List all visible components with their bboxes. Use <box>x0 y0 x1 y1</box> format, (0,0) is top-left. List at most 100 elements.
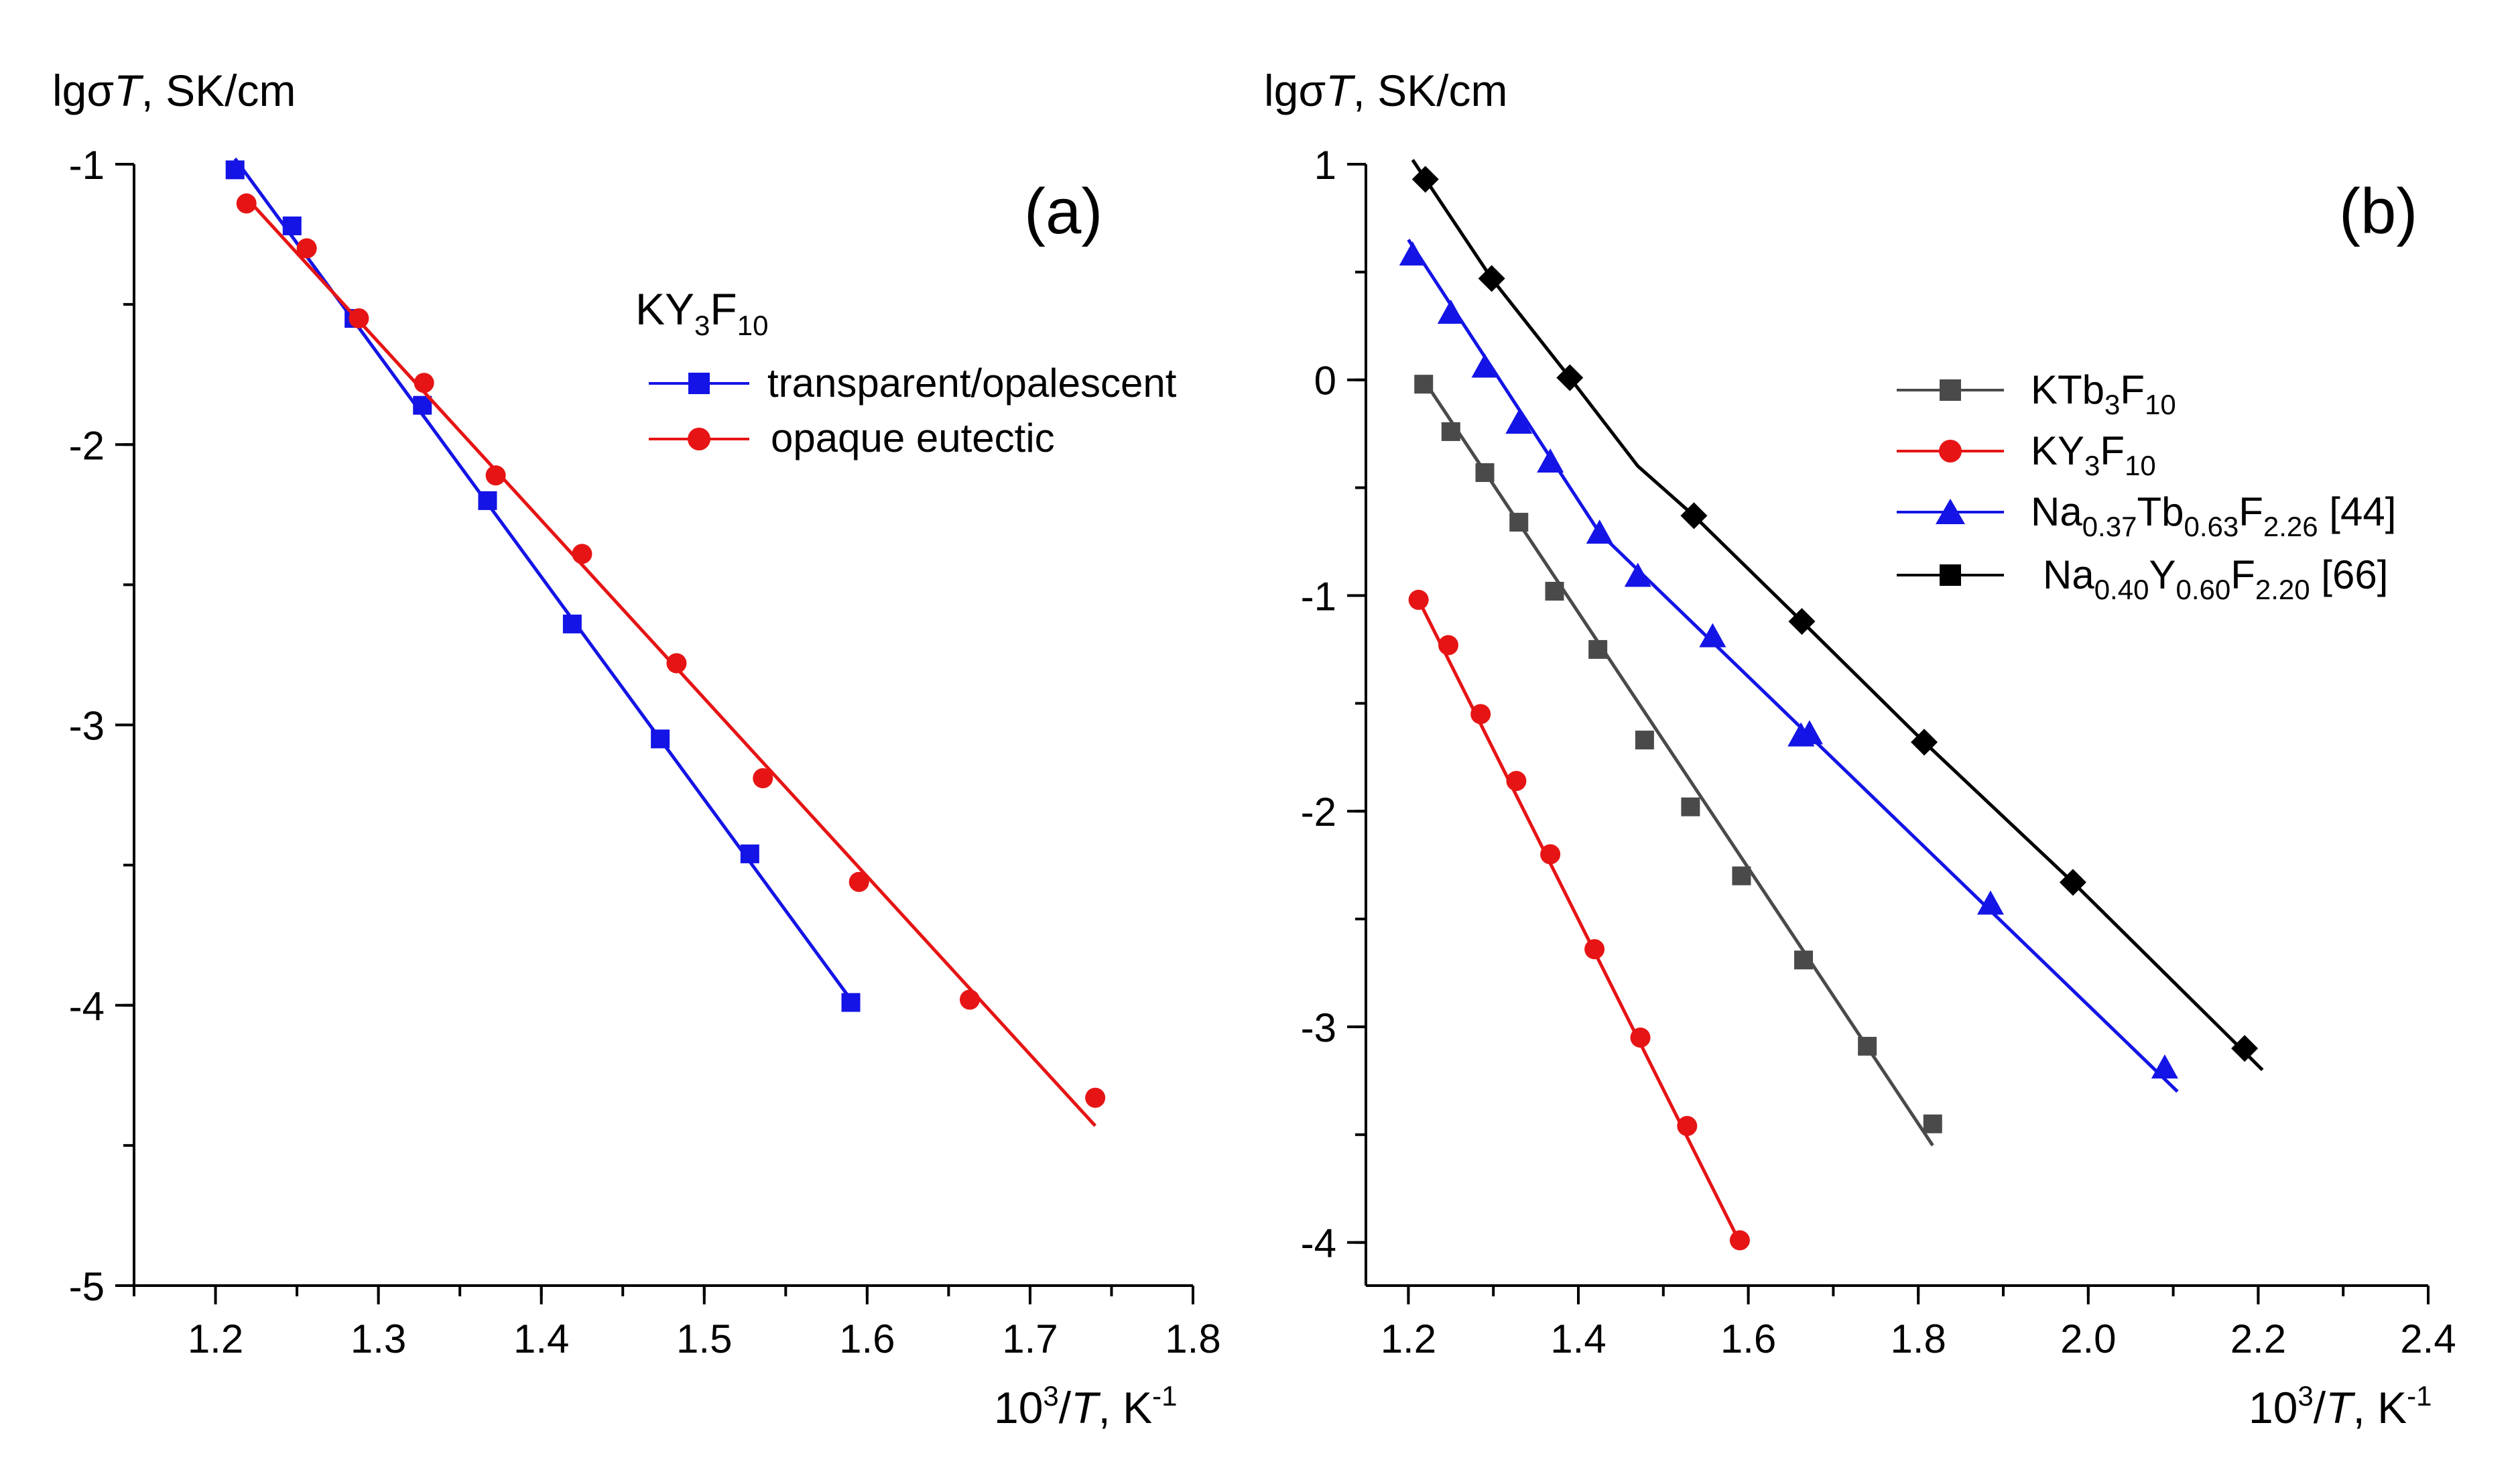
chart-a-legend-label-opaque: opaque eutectic <box>771 416 1055 460</box>
chart-a-series-1-point <box>1085 1087 1106 1108</box>
chart-b-series-2-point <box>1796 720 1823 745</box>
chart-b-series-1-point <box>1506 771 1527 792</box>
chart-a-legend-label-transparent: transparent/opalescent <box>767 361 1177 406</box>
chart-b-y-tick-label: -4 <box>1301 1221 1336 1266</box>
chart-a-y-tick-label: -1 <box>69 143 105 188</box>
chart-b-series-1-point <box>1584 939 1605 960</box>
chart-b-plot-area <box>1399 159 2264 1251</box>
chart-a-y-tick-label: -2 <box>69 423 105 468</box>
chart-b-series-0-point <box>1635 731 1654 750</box>
chart-a-series-0-point <box>651 729 670 749</box>
chart-b-series-2-point <box>1399 241 1426 266</box>
chart-b-series-1-point <box>1470 704 1491 725</box>
chart-b-series-0-line <box>1422 379 1934 1147</box>
chart-b-series-0-point <box>1588 639 1608 659</box>
chart-a-series-1-point <box>666 653 687 674</box>
chart-b-panel-label: (b) <box>2339 176 2417 247</box>
chart-b-y-tick-label: -2 <box>1301 790 1336 835</box>
chart-a-series-1-point <box>485 465 506 486</box>
chart-a-series-1-point <box>848 871 869 892</box>
chart-b-x-ticks: 1.2 1.4 1.6 1.8 2.0 2.2 2.4 <box>1381 1286 2456 1361</box>
chart-a-series-0-point <box>282 217 302 236</box>
chart-b-series-3-line <box>1411 159 2264 1072</box>
chart-a-series-0-point <box>562 614 582 633</box>
chart-b-series-3-point <box>1411 166 1439 193</box>
chart-a-series-0-point <box>841 993 861 1012</box>
chart-b-series-2-point <box>1699 623 1726 647</box>
chart-a-x-tick-label: 1.7 <box>1002 1316 1058 1361</box>
chart-b-series-0-point <box>1923 1114 1942 1133</box>
chart-a-series-1-point <box>572 544 592 564</box>
chart-b: lgσT, SK/cm 1.2 1.4 1.6 1.8 2.0 2.2 2.4 1 0 -1 -2… <box>1264 66 2456 1432</box>
chart-a-plot-area <box>225 158 1106 1127</box>
chart-a-y-tick-label: -3 <box>69 704 105 749</box>
chart-a-series-1-point <box>414 373 434 393</box>
chart-a-series-1-point <box>296 238 317 259</box>
chart-b-series-1-point <box>1729 1230 1750 1251</box>
chart-a-y-tick-label: -5 <box>69 1264 105 1309</box>
chart-b-x-tick-label: 1.4 <box>1550 1316 1606 1361</box>
chart-b-x-tick-label: 1.2 <box>1381 1316 1436 1361</box>
chart-a-legend: KY3F10 transparent/opalescent opaque eut… <box>635 284 1177 460</box>
chart-a-panel-label: (a) <box>1024 176 1102 247</box>
chart-a-series-1-point <box>959 989 980 1010</box>
chart-b-series-2-point <box>1471 353 1499 378</box>
chart-b-legend: KTb3F10 KY3F10 Na0.37Tb0.63F2.26 [44] Na… <box>1897 367 2396 605</box>
chart-a-series-1-point <box>236 193 257 214</box>
chart-b-y-tick-label: 0 <box>1314 359 1336 404</box>
chart-a-x-ticks: 1.2 1.3 1.4 1.5 1.6 1.7 1.8 <box>133 1286 1221 1361</box>
chart-b-series-0-point <box>1475 463 1495 483</box>
chart-b-y-tick-label: -1 <box>1301 574 1336 619</box>
chart-b-series-2-point <box>1586 519 1613 544</box>
chart-b-series-3-point <box>2231 1035 2259 1062</box>
chart-b-series-2-point <box>1505 410 1533 434</box>
chart-b-series-0-point <box>1414 375 1434 394</box>
chart-a-series-0-point <box>478 491 497 510</box>
chart-b-legend-marker-ktb <box>1940 379 1961 401</box>
chart-b-series-0-point <box>1858 1036 1877 1056</box>
chart-b-series-3-point <box>1911 729 1938 756</box>
chart-a-x-tick-label: 1.8 <box>1165 1316 1220 1361</box>
chart-a-x-tick-label: 1.3 <box>351 1316 406 1361</box>
chart-b-series-0-point <box>1509 513 1529 532</box>
chart-b-series-1-point <box>1408 589 1429 610</box>
chart-b-series-2-point <box>1437 299 1464 324</box>
chart-a-x-tick-label: 1.2 <box>188 1316 243 1361</box>
chart-b-series-0-point <box>1732 866 1751 885</box>
chart-b-series-1-point <box>1438 635 1458 656</box>
chart-b-y-ticks: 1 0 -1 -2 -3 -4 <box>1301 143 1366 1266</box>
chart-b-x-tick-label: 2.2 <box>2230 1316 2286 1361</box>
chart-b-x-tick-label: 2.4 <box>2400 1316 2456 1361</box>
chart-a: lgσT, SK/cm 1.2 1.3 1.4 1.5 1.6 1.7 1.8 -1 -2 -3… <box>52 66 1221 1432</box>
chart-b-y-tick-label: -3 <box>1301 1005 1336 1050</box>
chart-a-series-1-point <box>349 308 369 329</box>
chart-a-legend-title: KY3F10 <box>635 284 768 341</box>
chart-b-series-0-point <box>1441 422 1460 441</box>
chart-b-series-3-point <box>1680 502 1708 530</box>
chart-b-legend-label-ktb: KTb3F10 <box>2031 367 2176 420</box>
chart-b-series-0-point <box>1681 797 1700 816</box>
chart-b-series-2-point <box>1537 448 1564 473</box>
chart-b-ylabel: lgσT, SK/cm <box>1264 66 1507 115</box>
chart-b-series-1-point <box>1677 1115 1698 1136</box>
chart-a-legend-marker-transparent <box>688 373 710 394</box>
chart-b-legend-label-natb: Na0.37Tb0.63F2.26 [44] <box>2031 489 2396 542</box>
chart-b-series-0-point <box>1794 950 1814 970</box>
chart-b-legend-marker-ky <box>1939 440 1962 462</box>
chart-b-series-3-point <box>2059 869 2086 896</box>
chart-b-y-tick-label: 1 <box>1314 143 1336 188</box>
chart-a-xlabel: 103/T, K-1 <box>994 1380 1178 1432</box>
chart-b-legend-marker-nay <box>1940 564 1961 586</box>
chart-b-series-3-point <box>1788 608 1816 635</box>
chart-a-y-tick-label: -4 <box>69 984 105 1029</box>
chart-a-y-ticks: -1 -2 -3 -4 -5 <box>69 143 134 1309</box>
chart-b-series-1-point <box>1630 1028 1651 1048</box>
chart-b-legend-label-nay: Na0.40Y0.60F2.20 [66] <box>2043 552 2388 605</box>
chart-b-legend-marker-natb <box>1936 499 1965 524</box>
chart-b-series-1-line <box>1417 599 1742 1243</box>
chart-a-x-tick-label: 1.5 <box>676 1316 732 1361</box>
chart-a-ylabel: lgσT, SK/cm <box>52 66 296 115</box>
chart-a-x-tick-label: 1.4 <box>513 1316 569 1361</box>
chart-b-x-tick-label: 1.8 <box>1890 1316 1946 1361</box>
